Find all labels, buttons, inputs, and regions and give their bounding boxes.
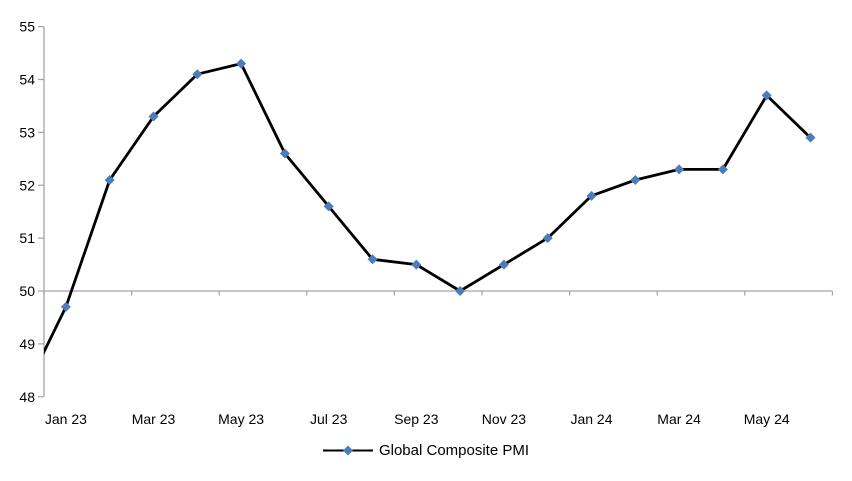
legend: Global Composite PMI bbox=[0, 438, 852, 462]
y-axis-label: 54 bbox=[19, 71, 35, 87]
data-point bbox=[367, 254, 378, 265]
data-point bbox=[761, 90, 772, 101]
data-point bbox=[805, 132, 816, 143]
data-point bbox=[192, 69, 203, 80]
x-axis-label: May 23 bbox=[218, 411, 264, 427]
y-axis-label: 55 bbox=[19, 19, 35, 35]
legend-label: Global Composite PMI bbox=[378, 441, 530, 459]
data-point bbox=[60, 301, 71, 312]
plot-area: 48 49 50 51 52 53 54 55 Jan 23 Mar 23 May 23 Jul 23… bbox=[19, 19, 834, 427]
y-axis-label: 49 bbox=[19, 336, 35, 352]
x-axis-label: May 24 bbox=[744, 411, 790, 427]
x-axis-label: Mar 24 bbox=[657, 411, 701, 427]
data-point bbox=[498, 259, 509, 270]
y-axis-label: 52 bbox=[19, 177, 35, 193]
data-point bbox=[279, 148, 290, 159]
x-axis-label: Jul 23 bbox=[310, 411, 348, 427]
data-point bbox=[411, 259, 422, 270]
data-point bbox=[148, 111, 159, 122]
legend-line-diamond-icon bbox=[322, 444, 373, 457]
y-axis-label: 53 bbox=[19, 124, 35, 140]
x-axis-label: Jan 24 bbox=[570, 411, 612, 427]
y-axis-label: 50 bbox=[19, 283, 35, 299]
x-axis-label: Jan 23 bbox=[45, 411, 87, 427]
data-point bbox=[717, 164, 728, 175]
x-axis-label: Mar 23 bbox=[132, 411, 176, 427]
data-point bbox=[586, 190, 597, 201]
data-point bbox=[236, 58, 247, 69]
data-point bbox=[542, 233, 553, 244]
data-point bbox=[323, 201, 334, 212]
legend-diamond bbox=[342, 445, 353, 455]
y-axis-label: 51 bbox=[19, 230, 35, 246]
y-axis-label: 48 bbox=[19, 389, 35, 405]
series-global-composite-pmi bbox=[44, 58, 816, 356]
data-point bbox=[674, 164, 685, 175]
data-point bbox=[455, 286, 466, 297]
x-axis-label: Nov 23 bbox=[482, 411, 527, 427]
data-point bbox=[630, 174, 641, 185]
x-axis-label: Sep 23 bbox=[394, 411, 439, 427]
series-line bbox=[44, 62, 812, 356]
data-point bbox=[104, 174, 115, 185]
